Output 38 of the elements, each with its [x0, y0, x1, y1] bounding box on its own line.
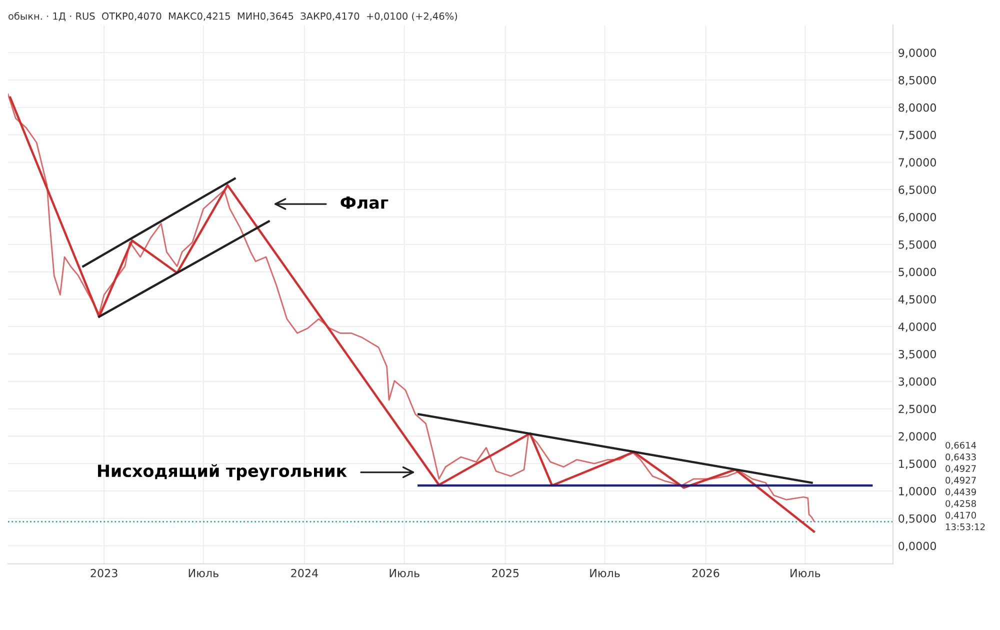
- y-tick-label: 7,0000: [898, 158, 936, 168]
- chart-title: обыкн. · 1Д · RUS ОТКР0,4070 МАКС0,4215 МИН0,3645 ЗАКР0,4170 +0,0100 (+2,46%): [8, 12, 458, 22]
- x-tick-label: 2025: [492, 568, 519, 578]
- text: 0,4170: [946, 512, 976, 520]
- text: 0,6614: [946, 442, 976, 450]
- y-tick-label: 3,0000: [898, 377, 936, 387]
- x-tick-label: 2026: [692, 568, 720, 578]
- y-tick-label: 5,5000: [898, 240, 936, 250]
- x-tick-label: Июль: [590, 569, 620, 578]
- text: 0,4258: [946, 500, 976, 508]
- y-tick-label: 4,0000: [898, 322, 936, 332]
- y-tick-label: 0,0000: [898, 542, 936, 552]
- y-tick-label: 2,5000: [898, 404, 936, 414]
- annotation: Нисходящий треугольник: [98, 464, 347, 480]
- text: 0,4927: [946, 476, 976, 485]
- y-tick-label: 5,0000: [898, 268, 936, 278]
- y-tick-label: 9,0000: [898, 48, 936, 58]
- text: 0,4927: [946, 465, 976, 473]
- y-tick-label: 1,0000: [899, 486, 936, 496]
- x-tick-label: Июль: [390, 569, 420, 578]
- y-tick-label: 7,5000: [898, 130, 936, 140]
- y-tick-label: 6,5000: [898, 186, 936, 196]
- y-tick-label: 1,5000: [899, 460, 936, 470]
- y-tick-label: 4,5000: [898, 295, 936, 305]
- text: 0,4439: [946, 488, 976, 496]
- y-tick-label: 3,5000: [898, 350, 936, 360]
- x-tick-label: 2023: [90, 568, 118, 578]
- x-tick-label: 2024: [291, 568, 318, 578]
- x-tick-label: Июль: [188, 569, 218, 578]
- y-tick-label: 8,5000: [898, 76, 936, 86]
- annotation: Флаг: [340, 196, 388, 209]
- y-tick-label: 0,5000: [898, 514, 936, 524]
- text: 0,6433: [946, 453, 976, 462]
- y-tick-label: 6,0000: [898, 212, 936, 222]
- y-tick-label: 8,0000: [898, 103, 936, 113]
- x-tick-label: Июль: [790, 569, 820, 578]
- text: 13:53:12: [946, 523, 985, 530]
- y-tick-label: 2,0000: [898, 432, 936, 442]
